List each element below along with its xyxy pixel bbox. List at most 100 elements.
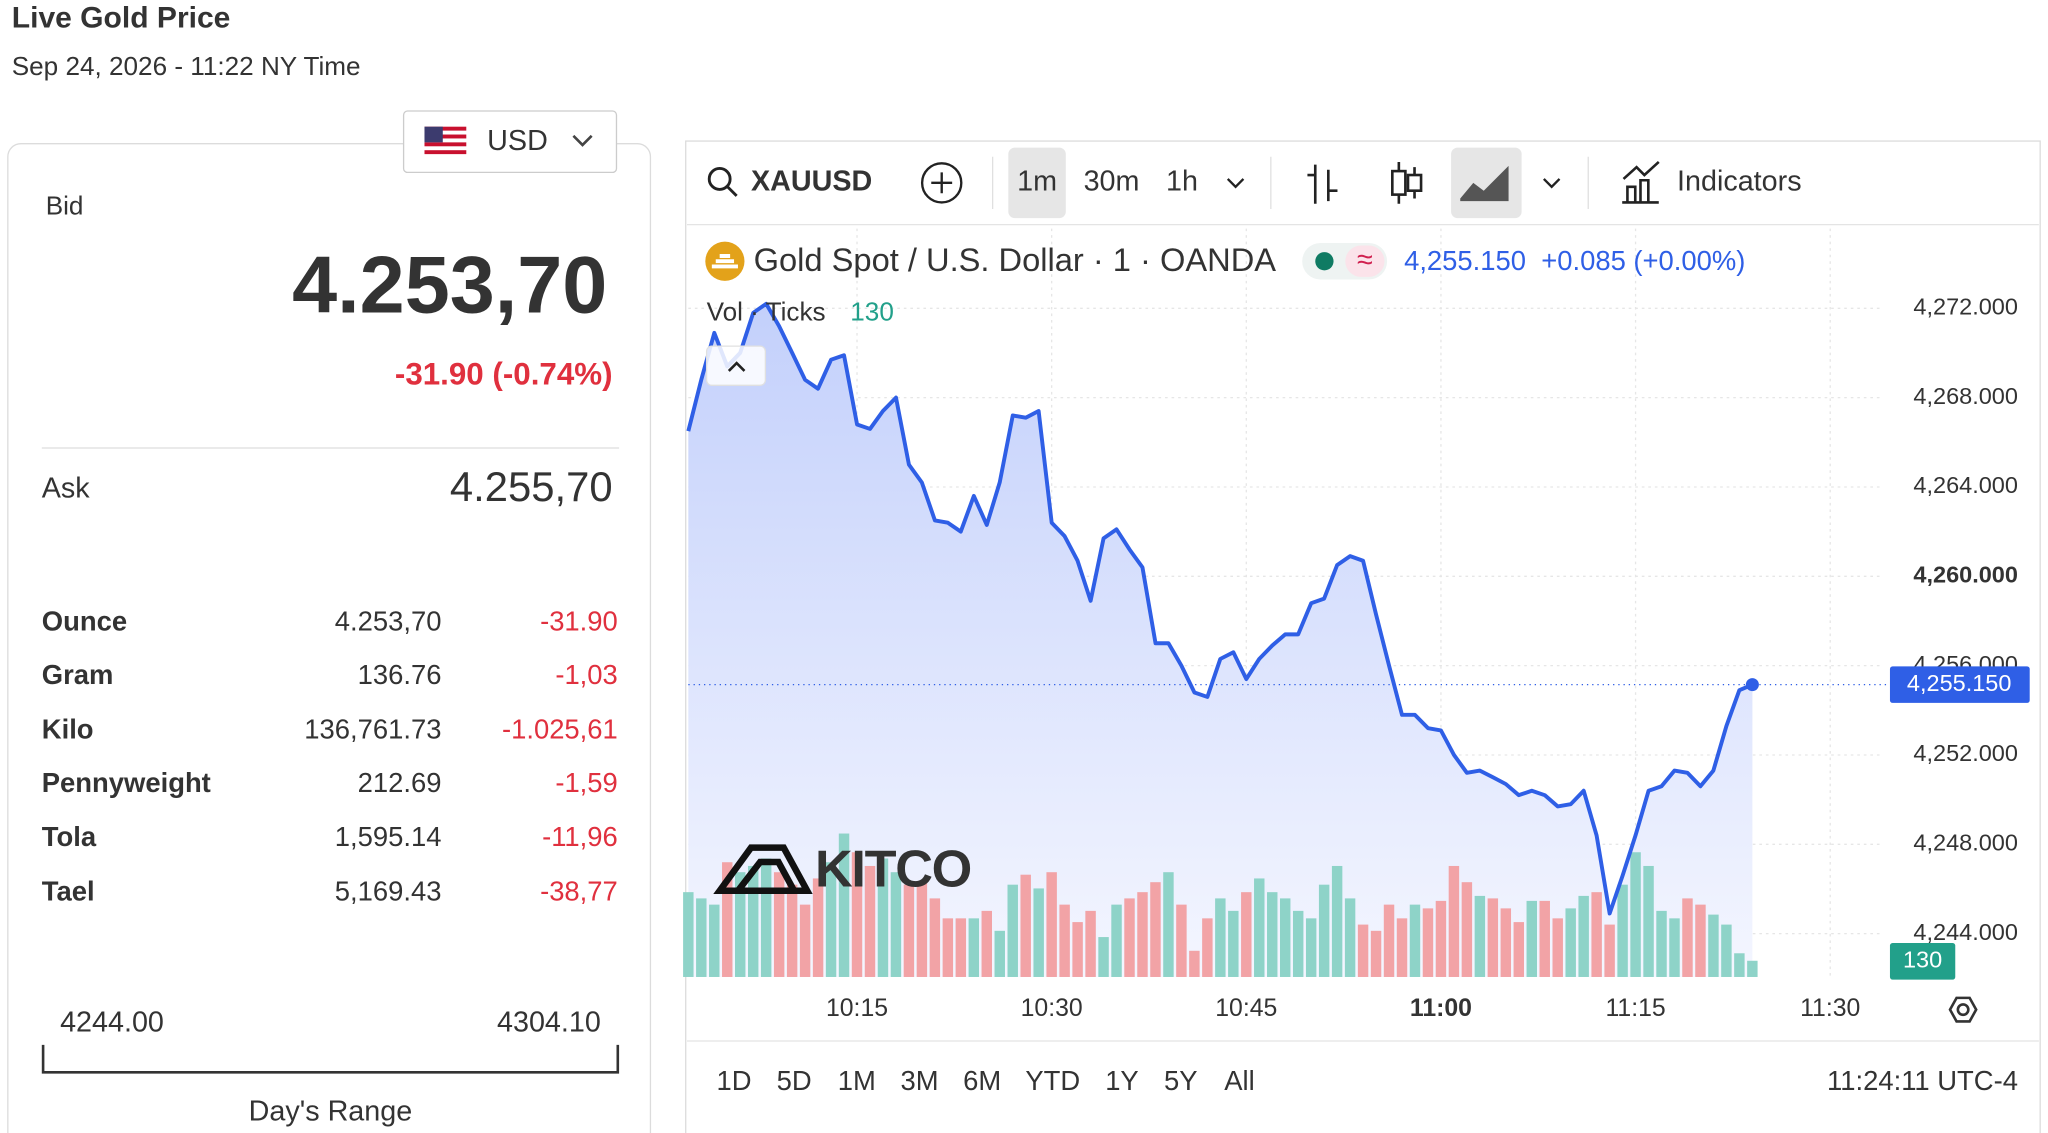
volume-bar xyxy=(1630,852,1641,977)
interval-menu[interactable] xyxy=(1226,178,1245,189)
volume-bar xyxy=(864,865,876,977)
interval-button[interactable]: 1m xyxy=(1017,165,1057,197)
unit-price: 136,761.73 xyxy=(304,714,441,745)
volume-bar xyxy=(1474,895,1486,977)
volume-bar xyxy=(1617,884,1628,977)
symbol[interactable]: XAUUSD xyxy=(751,165,872,197)
indicators-label[interactable]: Indicators xyxy=(1677,165,1802,197)
area-style-bg[interactable] xyxy=(1451,147,1522,219)
volume-bar xyxy=(722,862,733,977)
brand: KITCO xyxy=(815,840,971,898)
volume-bar xyxy=(1176,904,1187,977)
unit-name: Tola xyxy=(42,821,97,852)
volume-bar xyxy=(1202,918,1213,977)
legend-change: +0.085 (+0.00%) xyxy=(1541,245,1745,276)
period-buttons: 1D 5D 1M 3M 6M YTD 1Y 5Y All xyxy=(717,1065,1255,1096)
volume-bar xyxy=(1370,930,1382,977)
indicators-button[interactable]: Indicators xyxy=(1622,160,1802,204)
y-tick-label: 4,248.000 xyxy=(1913,830,2018,856)
unit-price: 136.76 xyxy=(358,659,442,690)
volume-bar xyxy=(786,884,798,977)
volume-bar xyxy=(1241,892,1252,977)
symbol-search[interactable]: XAUUSD xyxy=(707,165,872,197)
compare-button[interactable] xyxy=(920,162,963,204)
volume-bar xyxy=(1072,922,1083,977)
range-label: Day's Range xyxy=(249,1095,413,1127)
volume-bar xyxy=(1578,895,1589,977)
settings-button[interactable] xyxy=(1948,996,1978,1023)
bars-style[interactable] xyxy=(1307,164,1338,204)
period-button[interactable]: 5Y xyxy=(1164,1065,1198,1096)
period-button[interactable]: All xyxy=(1224,1065,1254,1096)
volume-bar xyxy=(994,930,1005,977)
volume-bar xyxy=(747,865,759,977)
period-button[interactable]: 5D xyxy=(777,1065,812,1096)
volume-bar xyxy=(1643,865,1654,977)
candle-icon xyxy=(1391,169,1407,196)
unit-change: -1.025,61 xyxy=(502,714,618,745)
candle-icon xyxy=(1406,173,1423,192)
volume-bar xyxy=(1059,904,1070,977)
volume-bar xyxy=(696,898,707,977)
period-button[interactable]: 6M xyxy=(963,1065,1001,1096)
volume-bar xyxy=(1033,888,1044,977)
collapse-legend[interactable] xyxy=(705,345,767,386)
volume-bar xyxy=(1565,908,1576,977)
style-menu[interactable] xyxy=(1543,178,1561,189)
volume-bar xyxy=(1500,908,1512,977)
period-button[interactable]: 1M xyxy=(838,1065,876,1096)
volume-bar xyxy=(1695,904,1706,977)
price-area xyxy=(688,303,1753,977)
last-price-dot xyxy=(1745,678,1759,692)
currency-box[interactable] xyxy=(402,110,618,174)
currency-select[interactable]: USD xyxy=(402,110,618,174)
unit-name: Gram xyxy=(42,659,114,690)
price-tag-label: 4,255.150 xyxy=(1907,670,2012,696)
price-line xyxy=(686,301,1754,916)
volume-tag xyxy=(1889,943,1956,980)
price-tag xyxy=(1889,666,2030,703)
range-bracket xyxy=(41,1044,620,1074)
volume-bar xyxy=(1461,882,1473,977)
volume-bar xyxy=(773,872,785,977)
ask-label: Ask xyxy=(42,472,91,504)
x-tick-label: 10:15 xyxy=(826,995,888,1022)
period-button[interactable]: 1D xyxy=(717,1065,752,1096)
unit-price: 5,169.43 xyxy=(335,876,442,907)
search-icon-handle xyxy=(726,185,738,197)
volume-bar xyxy=(981,910,992,977)
volume-bar xyxy=(1137,892,1148,977)
gold-icon-bars xyxy=(711,254,738,269)
delay-badge xyxy=(1345,245,1385,277)
bid-change: -31.90 (-0.74%) xyxy=(395,356,613,391)
volume-bar xyxy=(955,918,967,977)
volume-bar xyxy=(709,904,720,977)
unit-name: Kilo xyxy=(42,714,94,745)
unit-change: -1,03 xyxy=(555,659,617,690)
period-button[interactable]: YTD xyxy=(1025,1065,1080,1096)
collapse-chevron xyxy=(727,361,746,372)
volume-bar xyxy=(1228,910,1239,977)
area-style[interactable] xyxy=(1460,165,1509,202)
volume-value: 130 xyxy=(850,296,894,326)
interval-button[interactable]: 30m xyxy=(1084,165,1140,197)
unit-name: Tael xyxy=(42,876,95,907)
page-title: Live Gold Price xyxy=(12,2,231,35)
volume-bar xyxy=(760,858,772,977)
currency-label[interactable]: USD xyxy=(487,125,548,157)
volume-bar xyxy=(1279,898,1291,977)
interval-button[interactable]: 1h xyxy=(1166,165,1198,197)
period-button[interactable]: 3M xyxy=(900,1065,938,1096)
volume-bar xyxy=(1085,910,1096,977)
unit-change: -38,77 xyxy=(540,876,618,907)
interval-active-bg xyxy=(1008,147,1066,219)
volume-bar xyxy=(1215,898,1226,977)
period-button[interactable]: 1Y xyxy=(1105,1065,1139,1096)
settings-icon-center xyxy=(1956,1003,1970,1017)
plus xyxy=(931,172,953,194)
legend-price: 4,255.150 xyxy=(1404,245,1526,276)
volume-bar xyxy=(799,904,811,977)
unit-change: -31.90 xyxy=(540,605,618,636)
volume-bar xyxy=(903,884,915,977)
